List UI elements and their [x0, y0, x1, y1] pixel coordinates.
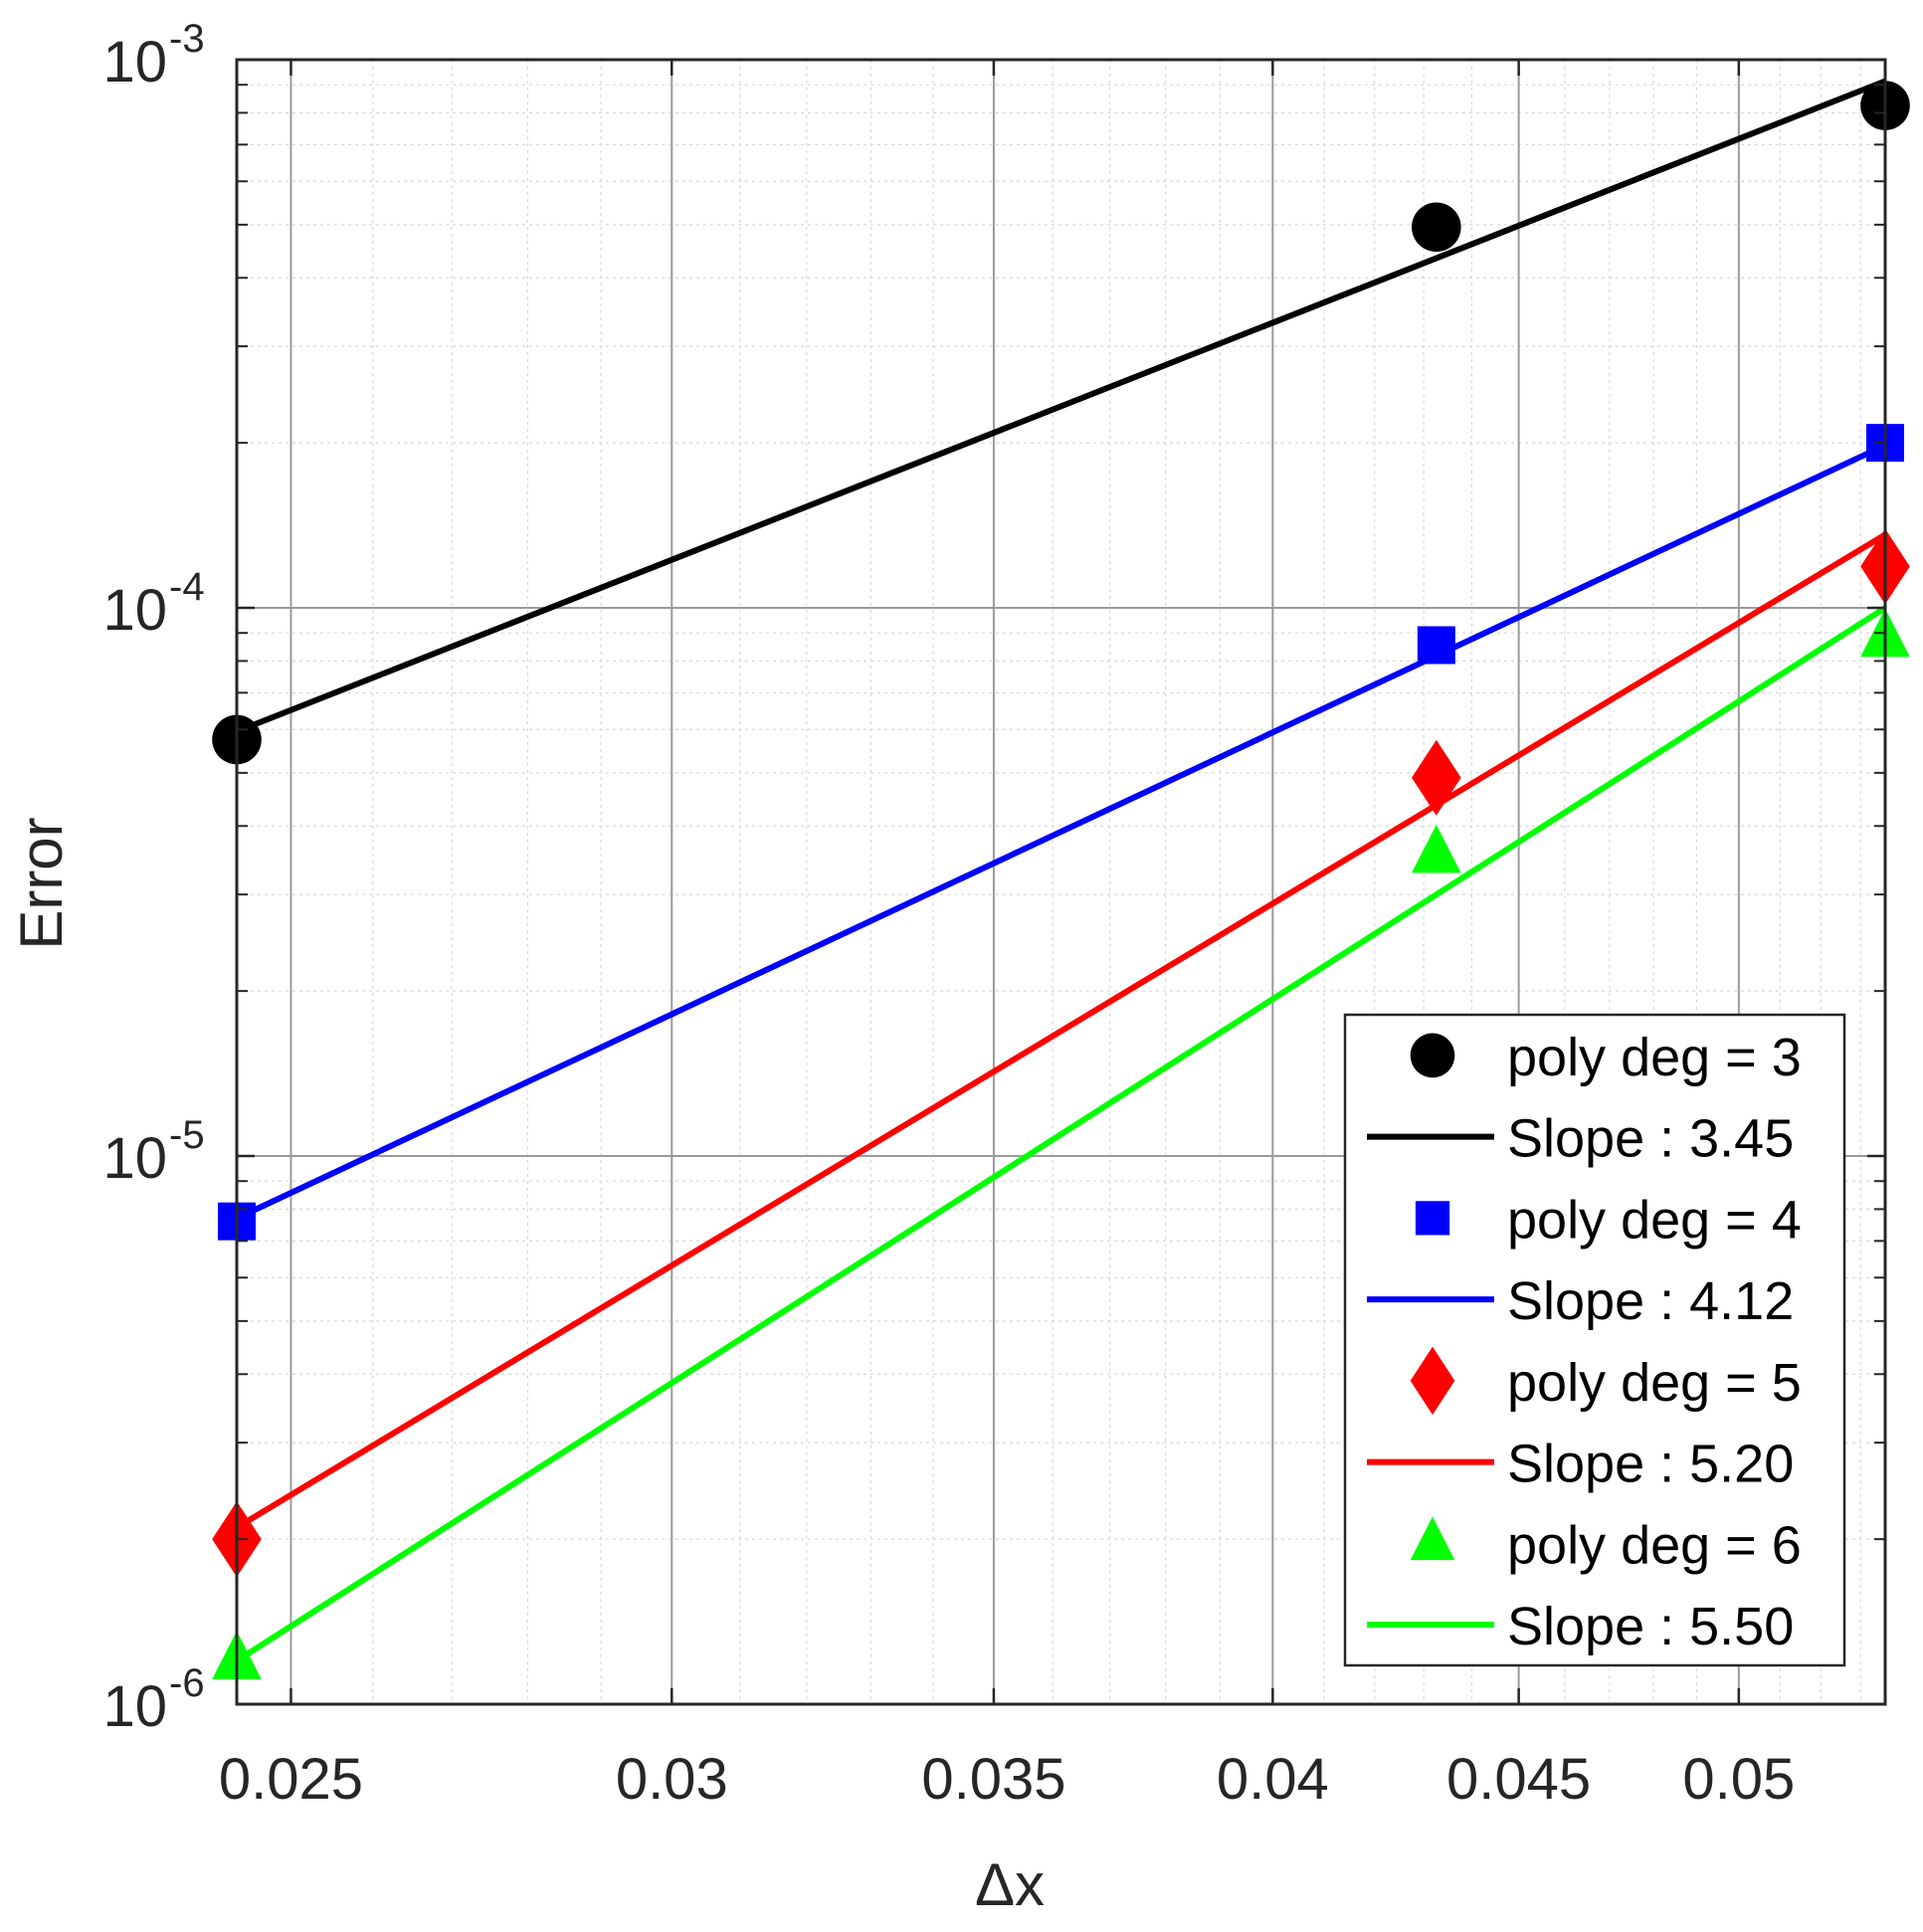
legend-marker: [1410, 1516, 1455, 1561]
legend-label: Slope : 3.45: [1507, 1109, 1794, 1169]
y-tick-labels: 10-610-510-410-3: [102, 17, 204, 1739]
x-axis-label: Δx: [975, 1851, 1045, 1918]
x-tick-label: 0.035: [921, 1747, 1065, 1812]
y-axis-label: Error: [8, 817, 75, 949]
fit-line: [235, 442, 1887, 1222]
y-tick-exponent: -5: [169, 1113, 205, 1157]
y-tick-label: 10: [102, 30, 167, 95]
data-point: [1412, 202, 1461, 253]
y-tick-exponent: -3: [169, 17, 205, 61]
plot-area-border: [235, 58, 1887, 1706]
legend-marker: [1415, 1201, 1450, 1236]
x-tick-label: 0.045: [1446, 1747, 1591, 1812]
legend-label: poly deg = 3: [1507, 1028, 1802, 1087]
y-tick-exponent: -6: [169, 1661, 205, 1705]
fit-line: [235, 531, 1887, 1531]
x-tick-labels: 0.025 0.03 0.035 0.04 0.045 0.05: [219, 1747, 1795, 1812]
legend-label: poly deg = 5: [1507, 1353, 1802, 1413]
axes: [235, 58, 1887, 1706]
y-tick-label: 10: [102, 1674, 167, 1739]
legend-marker: [1410, 1033, 1455, 1078]
fit-line: [235, 78, 1887, 735]
data-point: [1417, 626, 1455, 665]
x-tick-label: 0.03: [616, 1747, 728, 1812]
legend-label: poly deg = 4: [1507, 1190, 1802, 1250]
legend-label: Slope : 5.20: [1507, 1435, 1794, 1494]
legend: poly deg = 3 Slope : 3.45 poly deg = 4 Slop…: [1343, 1013, 1846, 1667]
data-point: [1412, 739, 1461, 816]
legend-label: Slope : 5.50: [1507, 1597, 1794, 1656]
y-tick-exponent: -4: [169, 565, 205, 609]
legend-label: poly deg = 6: [1507, 1515, 1802, 1575]
fit-line: [235, 605, 1887, 1663]
legend-label: Slope : 4.12: [1507, 1271, 1794, 1331]
y-tick-label: 10: [102, 578, 167, 643]
data-point: [1412, 824, 1461, 873]
x-tick-label: 0.025: [219, 1747, 363, 1812]
x-tick-label: 0.05: [1682, 1747, 1795, 1812]
legend-marker: [1410, 1346, 1455, 1416]
y-tick-label: 10: [102, 1126, 167, 1191]
x-tick-label: 0.04: [1217, 1747, 1329, 1812]
